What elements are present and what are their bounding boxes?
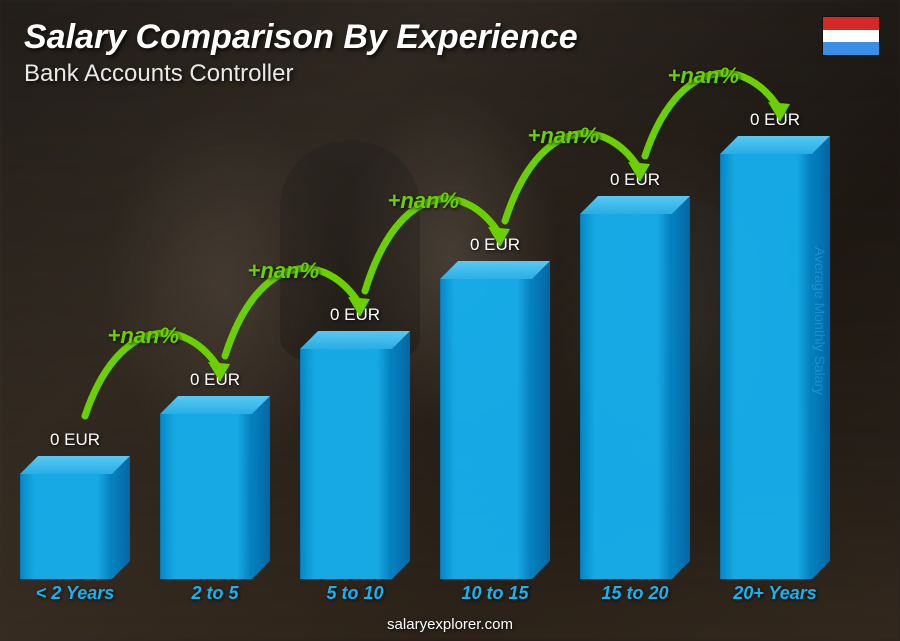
flag-stripe-bot xyxy=(823,42,879,55)
increase-label: +nan% xyxy=(668,63,740,89)
flag-stripe-mid xyxy=(823,30,879,43)
branding-text: salaryexplorer.com xyxy=(387,616,513,633)
chart-container: Salary Comparison By Experience Bank Acc… xyxy=(0,0,900,641)
flag-stripe-top xyxy=(823,17,879,30)
chart-subtitle: Bank Accounts Controller xyxy=(24,60,293,88)
chart-title: Salary Comparison By Experience xyxy=(24,18,578,57)
bar-chart: 0 EUR< 2 Years0 EUR2 to 50 EUR5 to 100 E… xyxy=(20,100,860,607)
increase-arrow xyxy=(20,100,860,607)
country-flag xyxy=(822,16,880,56)
